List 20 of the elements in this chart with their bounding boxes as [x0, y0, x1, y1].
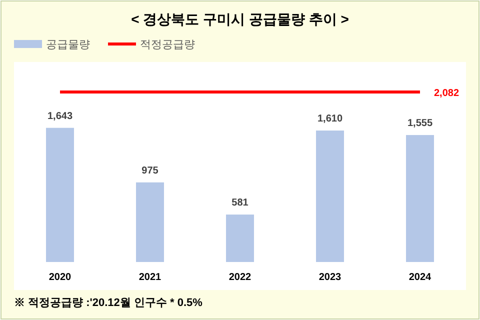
- data-label: 1,555: [407, 118, 433, 130]
- x-tick-label: 2021: [138, 272, 162, 283]
- bar: [316, 130, 344, 262]
- legend-label: 적정공급량: [140, 39, 195, 51]
- x-tick-label: 2020: [48, 272, 72, 283]
- data-label: 975: [142, 165, 159, 176]
- text: ※ 적정공급량 :'20.12월 인구수 * 0.5%: [14, 297, 203, 309]
- data-label: 1,643: [47, 110, 73, 122]
- x-tick-label: 2023: [318, 272, 342, 283]
- x-tick-label: 2024: [408, 272, 432, 283]
- data-label: 2,082: [434, 88, 460, 99]
- bar: [46, 128, 74, 262]
- bar: [406, 135, 434, 262]
- data-label: 581: [232, 198, 249, 209]
- chart-title: < 경상북도 구미시 공급물량 추이 >: [131, 11, 349, 27]
- data-label: 1,610: [317, 114, 343, 125]
- bar: [226, 214, 254, 262]
- bar: [136, 182, 164, 262]
- legend-label: 공급물량: [46, 39, 90, 51]
- x-tick-label: 2022: [228, 272, 252, 283]
